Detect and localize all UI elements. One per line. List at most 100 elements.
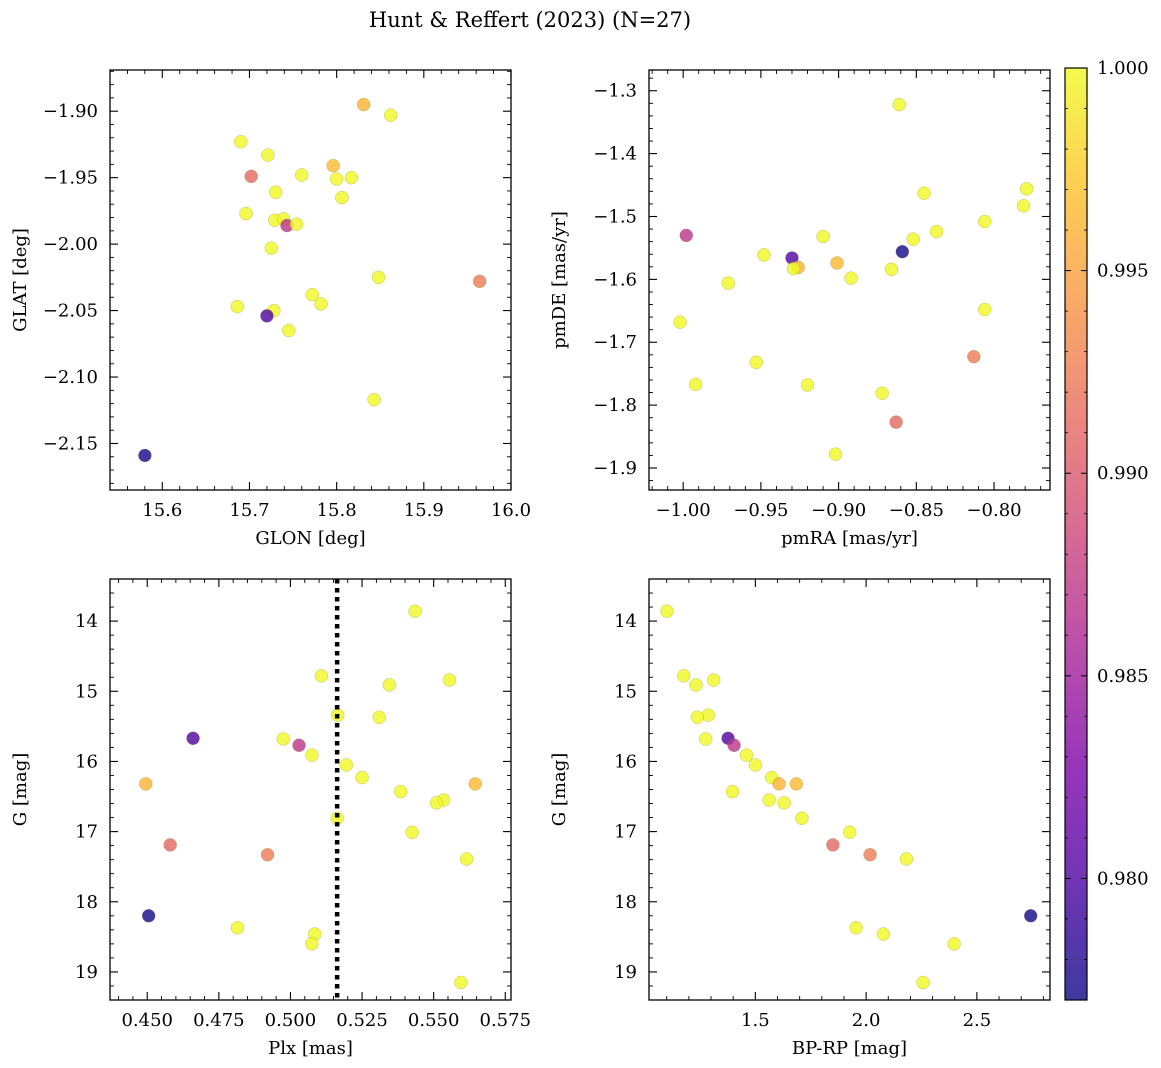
- scatter-point: [679, 228, 694, 243]
- scatter-point: [1019, 182, 1034, 196]
- scatter-point: [268, 185, 283, 200]
- scatter-point: [305, 287, 319, 302]
- panel-2: −1.00 −0.95 −0.90 −0.85 −0.80 −1.3 −1.4 −1.5 −1.…: [549, 69, 1051, 549]
- scatter-point: [816, 229, 830, 244]
- scatter-point: [777, 796, 791, 810]
- x-tick-label: −1.00: [656, 500, 711, 521]
- scatter-point: [289, 217, 304, 231]
- scatter-point: [239, 206, 253, 221]
- scatter-panels: 15.6 15.7 15.8 15.9 16.0 −1.90 −1.95 −2.00 −2.05…: [10, 69, 1051, 1059]
- x-tick-label: 1.5: [741, 1010, 770, 1031]
- scatter-point: [789, 777, 804, 791]
- data-points: [138, 97, 487, 463]
- scatter-point: [405, 825, 419, 840]
- scatter-point: [899, 852, 914, 866]
- colorbar-ticks: 0.980 0.985 0.990 0.995 1.000: [1065, 58, 1149, 1001]
- scatter-point: [844, 271, 858, 285]
- scatter-point: [335, 190, 349, 205]
- scatter-point: [408, 604, 422, 619]
- scatter-point: [863, 848, 877, 862]
- y-tick-label: −2.00: [43, 234, 98, 255]
- scatter-point: [677, 669, 691, 683]
- x-tick-label: −0.90: [811, 500, 866, 521]
- scatter-point: [757, 248, 771, 262]
- y-tick-label: −1.95: [43, 168, 98, 189]
- x-tick-label: 15.8: [317, 500, 357, 521]
- scatter-point: [830, 256, 844, 270]
- axis-ticks: [649, 70, 1050, 490]
- scatter-point: [459, 852, 474, 866]
- x-tick-label: −0.80: [966, 500, 1021, 521]
- scatter-point: [721, 276, 736, 290]
- y-tick-label: 18: [75, 892, 98, 913]
- x-tick-label: 0.550: [408, 1010, 460, 1031]
- scatter-point: [276, 732, 291, 746]
- scatter-point: [892, 97, 906, 112]
- x-tick-label: 0.575: [480, 1010, 532, 1031]
- scatter-point: [355, 770, 369, 785]
- scatter-point: [141, 909, 156, 923]
- axes-frame: [648, 69, 1051, 491]
- scatter-point: [314, 669, 329, 683]
- y-axis-label: pmDE [mas/yr]: [549, 211, 570, 349]
- x-axis-label: Plx [mas]: [268, 1038, 353, 1059]
- y-tick-label: 15: [614, 681, 637, 702]
- y-tick-label: 19: [614, 962, 637, 983]
- scatter-point: [344, 170, 359, 185]
- colorbar-tick-label: 0.985: [1097, 666, 1149, 687]
- scatter-point: [260, 848, 275, 862]
- scatter-point: [828, 447, 843, 461]
- scatter-point: [689, 678, 703, 692]
- scatter-point: [367, 392, 381, 407]
- scatter-point: [230, 920, 245, 935]
- x-axis-label: pmRA [mas/yr]: [781, 528, 918, 549]
- y-tick-label: 19: [75, 962, 98, 983]
- scatter-point: [163, 838, 177, 852]
- scatter-point: [673, 315, 687, 329]
- x-tick-label: 16.0: [491, 500, 531, 521]
- figure-title: Hunt & Reffert (2023) (N=27): [369, 8, 691, 32]
- scatter-point: [305, 748, 319, 762]
- data-points: [673, 97, 1034, 461]
- scatter-point: [977, 214, 992, 229]
- x-tick-label: 2.0: [852, 1010, 881, 1031]
- scatter-point: [261, 148, 275, 162]
- scatter-point: [230, 299, 245, 314]
- x-tick-label: 0.525: [336, 1010, 388, 1031]
- x-axis-label: BP-RP [mag]: [792, 1038, 907, 1059]
- panel-4: 1.5 2.0 2.5 14 15 16 17 18 19 BP-RP [mag] G [mag]: [549, 578, 1051, 1059]
- y-axis-label: GLAT [deg]: [10, 228, 31, 332]
- y-tick-label: 14: [614, 611, 637, 632]
- colorbar-tick-label: 0.990: [1097, 463, 1149, 484]
- x-tick-label: 0.475: [193, 1010, 245, 1031]
- colorbar: 0.980 0.985 0.990 0.995 1.000: [1064, 58, 1149, 1001]
- y-tick-label: 18: [614, 892, 637, 913]
- x-tick-label: 2.5: [963, 1010, 992, 1031]
- scatter-point: [429, 796, 444, 810]
- colorbar-tick-label: 1.000: [1097, 58, 1149, 79]
- x-tick-label: 15.7: [229, 500, 269, 521]
- scatter-point: [849, 920, 863, 935]
- scatter-point: [842, 825, 857, 840]
- y-axis-label: G [mag]: [10, 753, 31, 826]
- scatter-point: [326, 158, 340, 173]
- scatter-point: [329, 172, 344, 186]
- colorbar-tick-label: 0.980: [1097, 868, 1149, 889]
- scatter-point: [772, 777, 786, 791]
- scatter-point: [295, 168, 309, 182]
- scatter-point: [977, 302, 992, 317]
- scatter-point: [454, 975, 468, 990]
- y-axis-label: G [mag]: [549, 753, 570, 826]
- axis-ticks: [110, 578, 511, 1001]
- y-tick-label: −1.4: [593, 144, 637, 165]
- scatter-point: [916, 975, 930, 990]
- scatter-point: [138, 448, 152, 463]
- scatter-point: [305, 937, 319, 951]
- scatter-point: [800, 378, 815, 392]
- scatter-point: [725, 784, 740, 799]
- x-tick-label: −0.85: [889, 500, 944, 521]
- y-tick-label: 16: [75, 751, 98, 772]
- scatter-point: [826, 838, 840, 852]
- axes-frame: [648, 578, 1051, 1001]
